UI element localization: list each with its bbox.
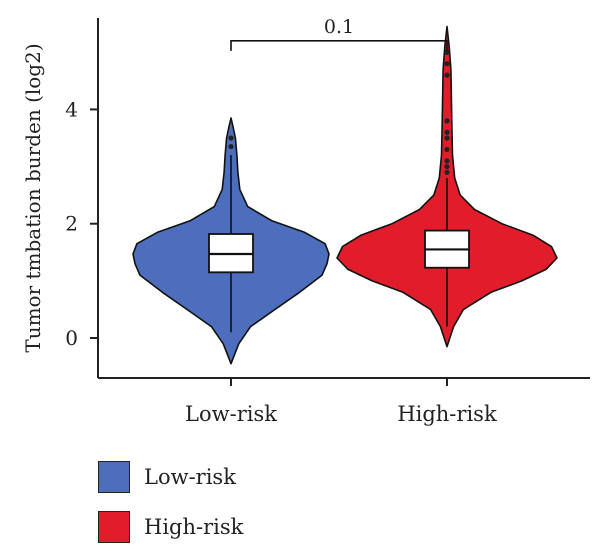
- y-tick-label-4: 4: [65, 97, 78, 121]
- x-tick-label-high-risk: High-risk: [397, 402, 497, 426]
- y-axis-label: Tumor tmbation burden (log2): [21, 43, 45, 352]
- legend-swatch-high-risk: [98, 511, 130, 543]
- outlier-high-risk-9: [444, 49, 450, 55]
- legend-swatch-low-risk: [98, 461, 130, 493]
- legend-item-high-risk: High-risk: [98, 510, 243, 544]
- outlier-high-risk-8: [444, 61, 450, 67]
- outlier-high-risk-5: [444, 129, 450, 135]
- significance-bracket: [230, 40, 448, 51]
- outlier-low-risk-0: [228, 143, 234, 150]
- legend-item-low-risk: Low-risk: [98, 460, 243, 494]
- outlier-high-risk-1: [444, 163, 450, 170]
- outlier-high-risk-2: [444, 158, 450, 164]
- y-tick-label-2: 2: [65, 212, 78, 236]
- y-tick-label-0: 0: [65, 326, 78, 350]
- outlier-high-risk-3: [444, 146, 450, 153]
- outlier-low-risk-1: [228, 135, 234, 141]
- outlier-high-risk-6: [444, 118, 450, 124]
- legend-label-high-risk: High-risk: [144, 515, 244, 539]
- x-tick-label-low-risk: Low-risk: [185, 402, 277, 426]
- outlier-high-risk-4: [444, 135, 450, 141]
- outlier-high-risk-7: [444, 72, 450, 78]
- legend-label-low-risk: Low-risk: [144, 465, 236, 489]
- legend: Low-risk High-risk: [98, 460, 243, 560]
- outlier-high-risk-0: [444, 169, 450, 175]
- significance-label: 0.1: [324, 16, 354, 38]
